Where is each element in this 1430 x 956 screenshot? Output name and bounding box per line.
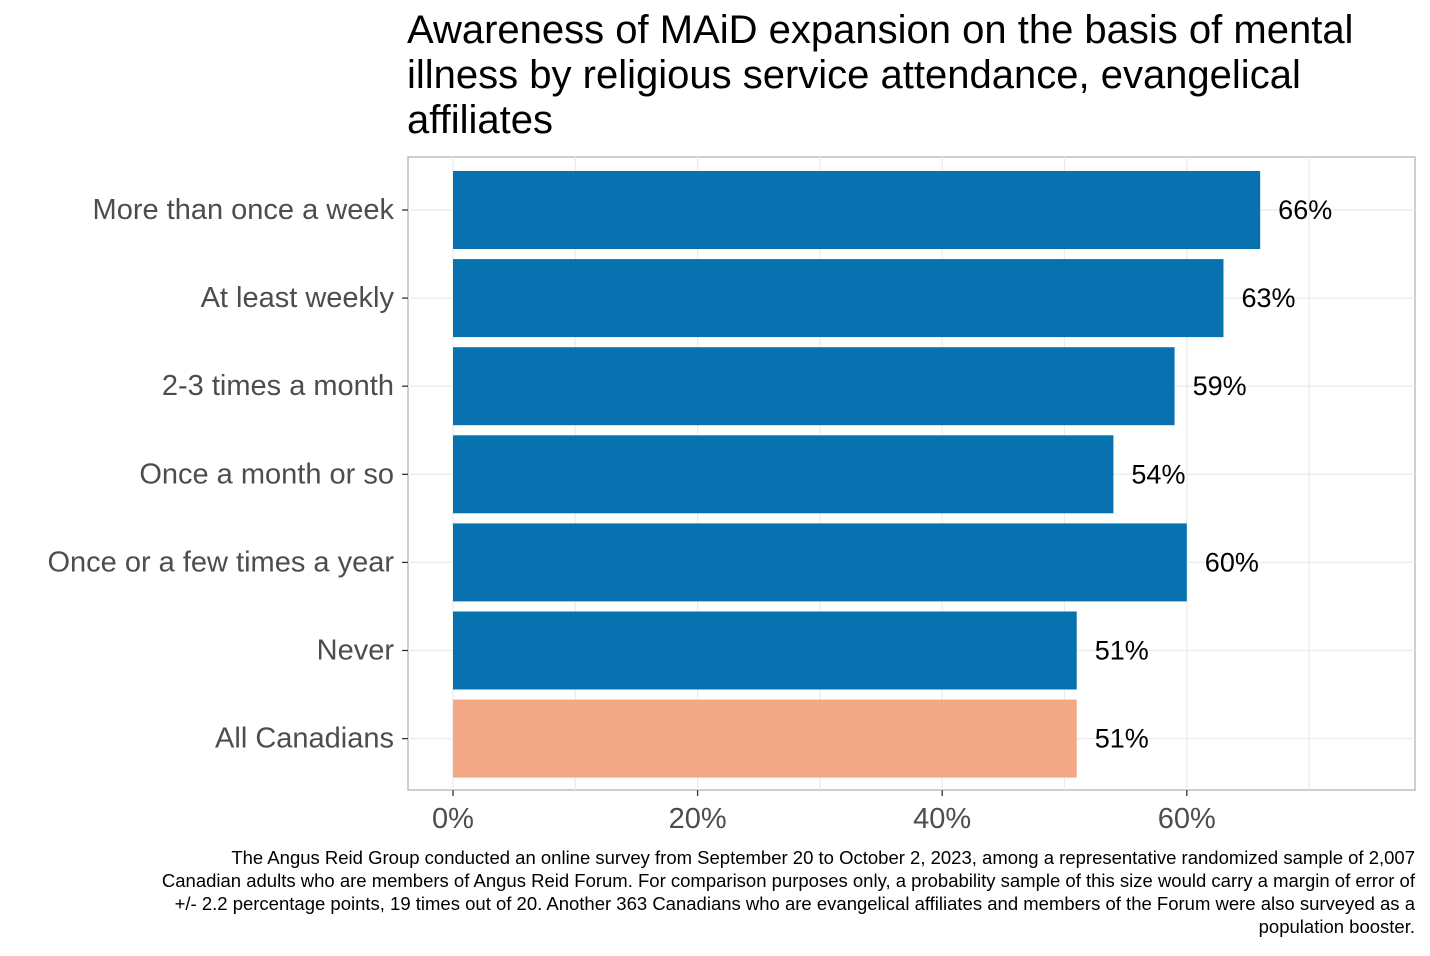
- bar: [453, 347, 1175, 426]
- data-labels: 66% 63% 59% 54% 60% 51% 51%: [1095, 195, 1332, 754]
- category-label: Once or a few times a year: [47, 546, 394, 578]
- category-label: 2-3 times a month: [162, 370, 394, 402]
- data-label: 63%: [1241, 283, 1295, 313]
- data-label: 54%: [1131, 459, 1185, 489]
- bar: [453, 611, 1077, 690]
- category-label: More than once a week: [93, 194, 395, 226]
- y-axis: More than once a week At least weekly 2-3 …: [47, 194, 408, 755]
- data-label: 51%: [1095, 724, 1149, 754]
- chart-caption: The Angus Reid Group conducted an online…: [161, 847, 1415, 937]
- category-label: Once a month or so: [139, 458, 394, 490]
- bar: [453, 171, 1261, 249]
- data-label: 51%: [1095, 636, 1149, 666]
- bars: [453, 171, 1261, 778]
- bar: [453, 259, 1224, 338]
- bar: [453, 523, 1187, 602]
- category-label: At least weekly: [201, 282, 395, 314]
- bar: [453, 435, 1114, 514]
- data-label: 60%: [1205, 547, 1259, 577]
- data-label: 59%: [1193, 371, 1247, 401]
- x-tick-label: 40%: [913, 803, 971, 835]
- bar: [453, 699, 1077, 778]
- category-label: Never: [317, 635, 395, 667]
- data-label: 66%: [1278, 195, 1332, 225]
- x-tick-label: 20%: [669, 803, 727, 835]
- x-tick-label: 0%: [432, 803, 474, 835]
- category-label: All Canadians: [215, 723, 394, 755]
- chart-title: Awareness of MAiD expansion on the basis…: [407, 8, 1354, 142]
- x-tick-label: 60%: [1158, 803, 1216, 835]
- x-axis: 0% 20% 40% 60%: [432, 790, 1216, 835]
